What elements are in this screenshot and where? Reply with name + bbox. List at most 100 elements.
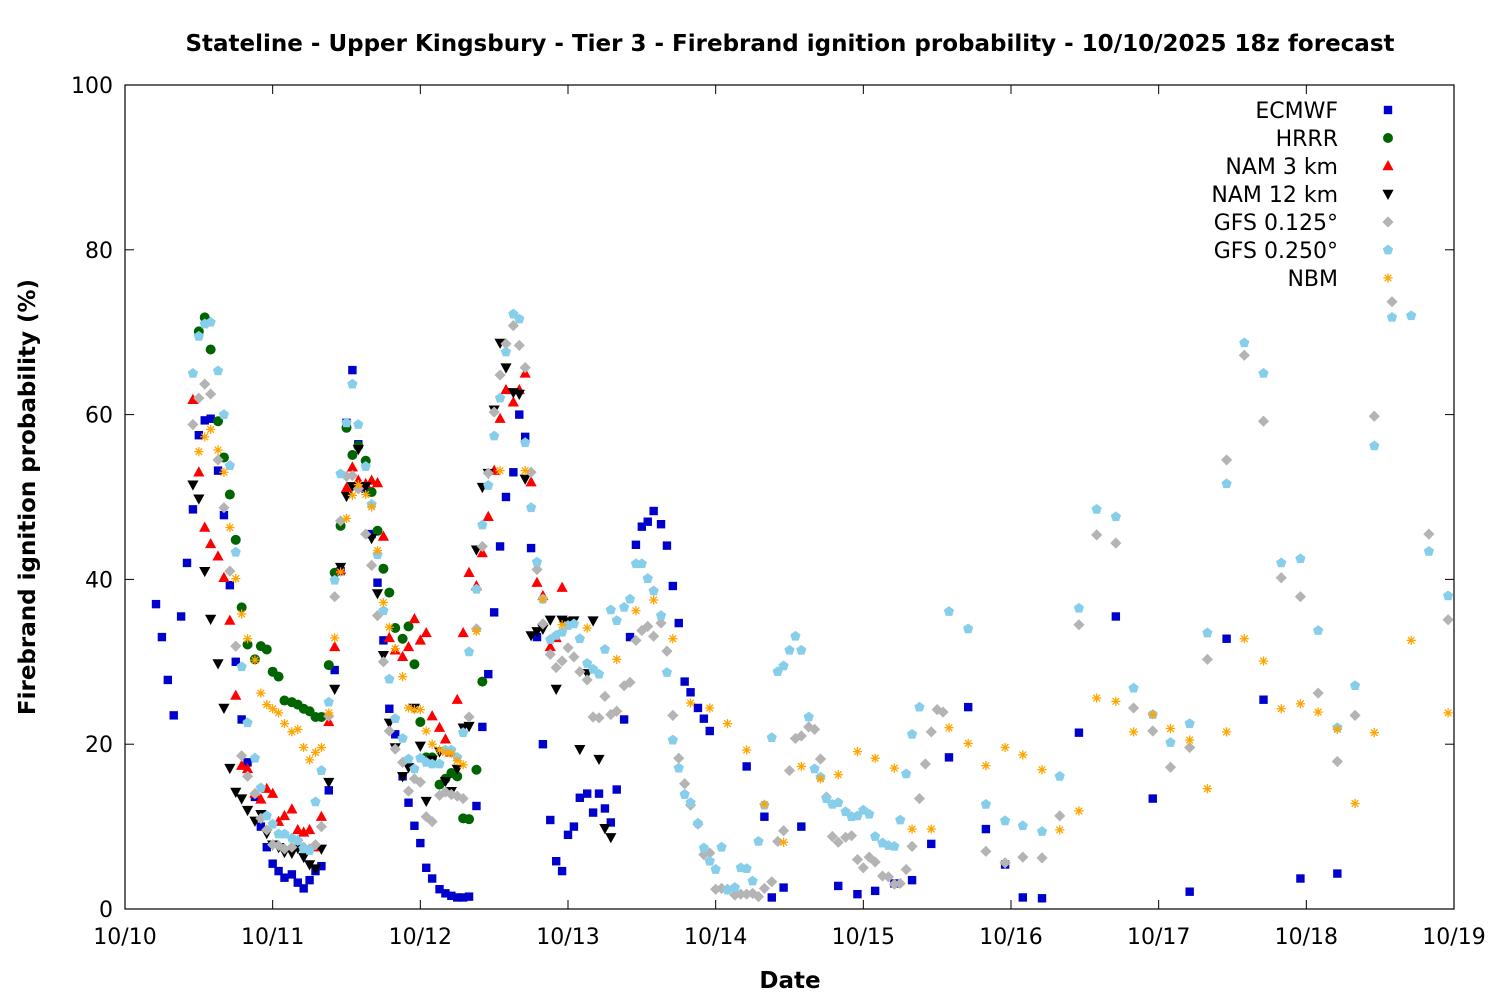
data-point bbox=[398, 672, 408, 682]
data-point bbox=[212, 550, 224, 561]
data-point bbox=[304, 755, 315, 765]
data-point bbox=[605, 604, 616, 615]
legend-label: NBM bbox=[1287, 267, 1338, 292]
x-tick-label: 10/19 bbox=[1422, 925, 1485, 950]
data-point bbox=[1202, 627, 1213, 638]
data-point bbox=[1221, 478, 1232, 489]
data-point bbox=[643, 517, 652, 526]
data-point bbox=[303, 860, 316, 871]
legend-marker bbox=[1383, 273, 1393, 283]
data-point bbox=[999, 815, 1011, 826]
data-point bbox=[767, 893, 776, 902]
data-point bbox=[1276, 557, 1287, 568]
data-point bbox=[446, 748, 456, 758]
data-point bbox=[340, 491, 353, 503]
data-point bbox=[625, 632, 635, 642]
data-point bbox=[463, 566, 475, 578]
data-point bbox=[329, 684, 341, 695]
data-point bbox=[507, 320, 519, 332]
series-gfs-0-250 bbox=[187, 308, 1454, 895]
data-point bbox=[1258, 656, 1269, 666]
data-point bbox=[439, 733, 452, 744]
data-point bbox=[383, 631, 395, 643]
data-point bbox=[335, 567, 346, 577]
data-point bbox=[414, 634, 426, 645]
data-point bbox=[199, 378, 211, 390]
data-point bbox=[390, 644, 400, 654]
data-point bbox=[377, 651, 390, 662]
legend-item: HRRR bbox=[1276, 127, 1393, 152]
data-point bbox=[851, 853, 864, 866]
data-point bbox=[193, 392, 205, 404]
data-point bbox=[397, 633, 408, 644]
data-point bbox=[391, 730, 400, 739]
data-point bbox=[482, 510, 494, 521]
data-point bbox=[329, 640, 341, 652]
data-point bbox=[1184, 741, 1196, 754]
data-point bbox=[901, 768, 912, 779]
data-point bbox=[219, 467, 229, 477]
data-point bbox=[225, 580, 235, 590]
data-point bbox=[199, 521, 211, 532]
data-point bbox=[1092, 693, 1102, 703]
data-point bbox=[943, 606, 955, 616]
data-point bbox=[587, 616, 599, 627]
data-point bbox=[298, 852, 310, 864]
data-point bbox=[525, 631, 537, 642]
data-point bbox=[544, 648, 556, 660]
data-point bbox=[742, 762, 751, 771]
data-point bbox=[538, 740, 548, 749]
data-point bbox=[1148, 794, 1157, 803]
data-point bbox=[1406, 635, 1416, 645]
data-point bbox=[1074, 806, 1084, 816]
data-point bbox=[1000, 742, 1010, 753]
data-point bbox=[500, 338, 512, 350]
legend-label: GFS 0.250° bbox=[1214, 239, 1338, 264]
data-point bbox=[225, 522, 235, 533]
data-point bbox=[299, 884, 308, 893]
data-point bbox=[1185, 735, 1195, 745]
data-point bbox=[563, 830, 573, 840]
data-point bbox=[1037, 894, 1047, 903]
data-point bbox=[551, 857, 561, 866]
data-point bbox=[1386, 311, 1398, 322]
data-point bbox=[612, 654, 622, 664]
data-point bbox=[803, 721, 815, 733]
data-point bbox=[213, 416, 224, 427]
data-point bbox=[809, 763, 820, 774]
data-point bbox=[316, 712, 327, 723]
data-point bbox=[1018, 750, 1028, 760]
data-point bbox=[241, 762, 254, 774]
data-point bbox=[500, 363, 512, 374]
data-point bbox=[372, 525, 383, 536]
legend-item: NBM bbox=[1287, 267, 1393, 292]
data-point bbox=[200, 432, 210, 442]
data-point bbox=[329, 591, 341, 603]
data-point bbox=[537, 618, 549, 630]
plot-area-frame bbox=[124, 84, 1455, 910]
data-point bbox=[840, 806, 851, 817]
data-point bbox=[242, 634, 253, 644]
legend-marker bbox=[1382, 189, 1394, 200]
data-point bbox=[1054, 810, 1066, 822]
data-point bbox=[212, 659, 224, 670]
data-point bbox=[919, 758, 931, 770]
data-point bbox=[833, 770, 843, 780]
data-point bbox=[826, 830, 838, 843]
data-point bbox=[1201, 653, 1213, 665]
data-point bbox=[1332, 724, 1342, 734]
data-point bbox=[410, 821, 419, 830]
data-point bbox=[151, 599, 161, 609]
legend-label: ECMWF bbox=[1255, 99, 1338, 124]
data-point bbox=[224, 565, 236, 577]
data-point bbox=[796, 761, 806, 772]
data-point bbox=[606, 818, 616, 827]
data-point bbox=[599, 824, 611, 835]
data-point bbox=[593, 712, 605, 724]
data-point bbox=[409, 763, 420, 774]
data-point bbox=[927, 839, 936, 849]
data-point bbox=[1259, 695, 1268, 704]
data-point bbox=[441, 889, 450, 898]
data-point bbox=[458, 727, 469, 738]
